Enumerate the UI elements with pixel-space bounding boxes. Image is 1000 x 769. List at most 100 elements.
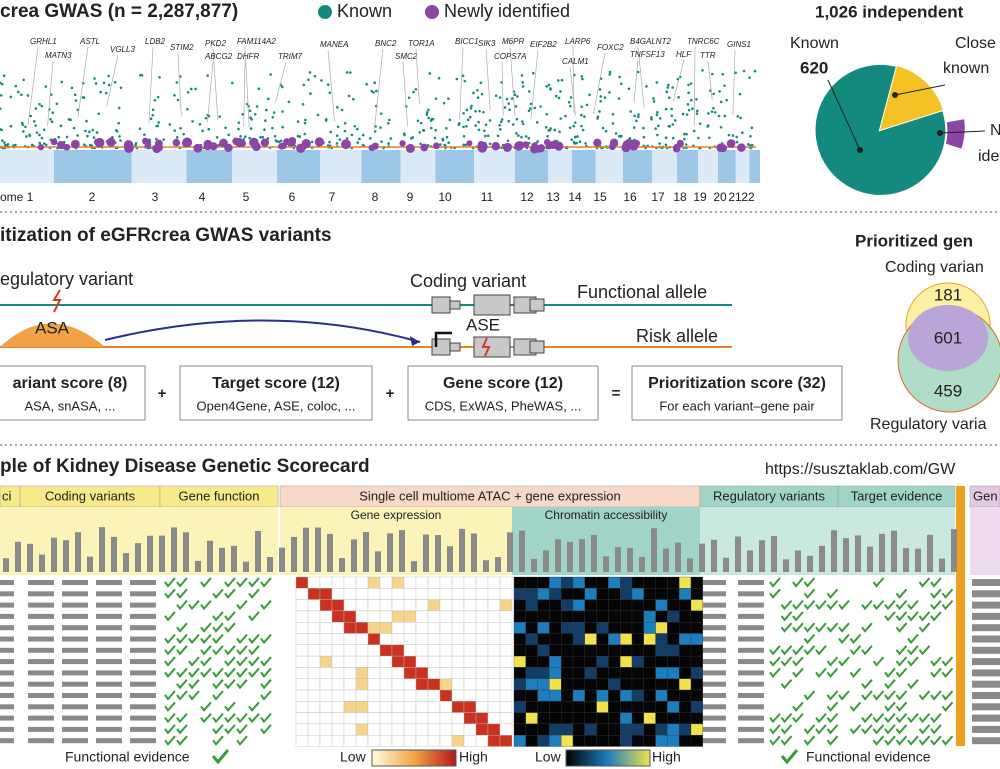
gene-leader xyxy=(693,46,696,127)
expression-cell xyxy=(331,610,345,623)
dash xyxy=(96,591,122,597)
expression-cell xyxy=(427,701,441,713)
new-locus xyxy=(232,137,240,146)
gen-cell xyxy=(972,590,1000,598)
bar xyxy=(435,535,441,572)
accessibility-cell xyxy=(513,655,526,668)
accessibility-cell xyxy=(655,735,668,747)
bar xyxy=(135,543,141,572)
gene-leader xyxy=(485,48,491,111)
header-label: Coding variants xyxy=(45,488,136,503)
check xyxy=(212,679,224,690)
snp xyxy=(484,134,487,138)
snp xyxy=(556,79,560,82)
new-locus xyxy=(554,141,564,151)
bar xyxy=(87,556,93,572)
snp xyxy=(695,112,699,115)
chromosome-band xyxy=(698,150,718,183)
dash xyxy=(62,625,88,631)
chromosome-band xyxy=(548,150,572,183)
accessibility-cell xyxy=(667,667,680,679)
check xyxy=(930,656,942,667)
snp xyxy=(422,129,426,132)
accessibility-cell xyxy=(537,633,550,645)
snp xyxy=(712,92,715,96)
accessibility-cell xyxy=(525,622,538,634)
snp xyxy=(387,142,390,145)
check xyxy=(236,712,248,724)
expression-cell xyxy=(415,712,429,725)
snp xyxy=(14,84,18,88)
snp xyxy=(508,108,511,112)
bar xyxy=(843,538,849,572)
url[interactable]: https://susztaklab.com/GW xyxy=(765,461,956,478)
expression-cell xyxy=(439,576,453,589)
dash xyxy=(130,681,156,687)
bar xyxy=(123,553,129,572)
snp xyxy=(379,126,382,129)
snp xyxy=(38,133,41,137)
gen-cell xyxy=(972,601,1000,609)
expression-cell xyxy=(451,576,465,589)
accessibility-cell xyxy=(549,723,562,736)
accessibility-cell xyxy=(596,576,609,589)
snp xyxy=(176,98,180,102)
expression-cell xyxy=(295,678,309,691)
accessibility-cell xyxy=(513,576,526,589)
snp xyxy=(603,96,607,99)
accessibility-cell xyxy=(643,588,656,600)
snp xyxy=(685,113,689,116)
check xyxy=(930,735,942,746)
check xyxy=(803,633,816,645)
dash xyxy=(700,681,726,687)
snp xyxy=(402,132,406,135)
snp xyxy=(658,142,661,145)
snp xyxy=(692,129,696,133)
snp xyxy=(455,77,459,81)
accessibility-cell xyxy=(679,633,692,645)
gene-label: LDB2 xyxy=(145,37,166,46)
expression-cell xyxy=(295,735,309,747)
accessibility-cell xyxy=(549,667,562,679)
snp xyxy=(719,100,723,104)
snp xyxy=(546,134,549,138)
accessibility-cell xyxy=(608,735,621,747)
chromosome-band xyxy=(0,150,54,183)
snp xyxy=(26,94,30,97)
snp xyxy=(636,70,640,74)
snp xyxy=(514,105,518,108)
snp xyxy=(173,94,176,97)
accessibility-cell xyxy=(667,712,680,725)
snp xyxy=(428,72,432,75)
check xyxy=(930,577,942,588)
accessibility-cell xyxy=(679,576,692,589)
expression-cell xyxy=(391,689,405,702)
snp xyxy=(215,136,219,139)
check xyxy=(212,735,224,746)
snp xyxy=(539,105,542,108)
accessibility-cell xyxy=(690,678,703,691)
expression-cell xyxy=(319,644,333,657)
bar xyxy=(207,540,213,572)
accessibility-cell xyxy=(679,667,692,679)
chromosome-band xyxy=(54,150,132,183)
expression-cell xyxy=(415,576,429,589)
accessibility-cell xyxy=(561,655,574,668)
check xyxy=(895,622,908,633)
snp xyxy=(545,85,548,88)
snp xyxy=(652,97,655,100)
bar xyxy=(855,535,861,572)
expression-cell xyxy=(487,633,501,646)
accessibility-cell xyxy=(537,610,550,623)
snp xyxy=(218,115,221,118)
accessibility-cell xyxy=(608,576,621,589)
snp xyxy=(194,87,197,91)
accessibility-cell xyxy=(643,622,656,634)
risk-label: Risk allele xyxy=(636,326,718,346)
header-label: Target evidence xyxy=(851,488,943,503)
snp xyxy=(445,126,448,130)
snp xyxy=(60,80,64,84)
expression-cell xyxy=(343,610,357,623)
expression-cell xyxy=(355,689,369,702)
expression-cell xyxy=(427,610,441,623)
